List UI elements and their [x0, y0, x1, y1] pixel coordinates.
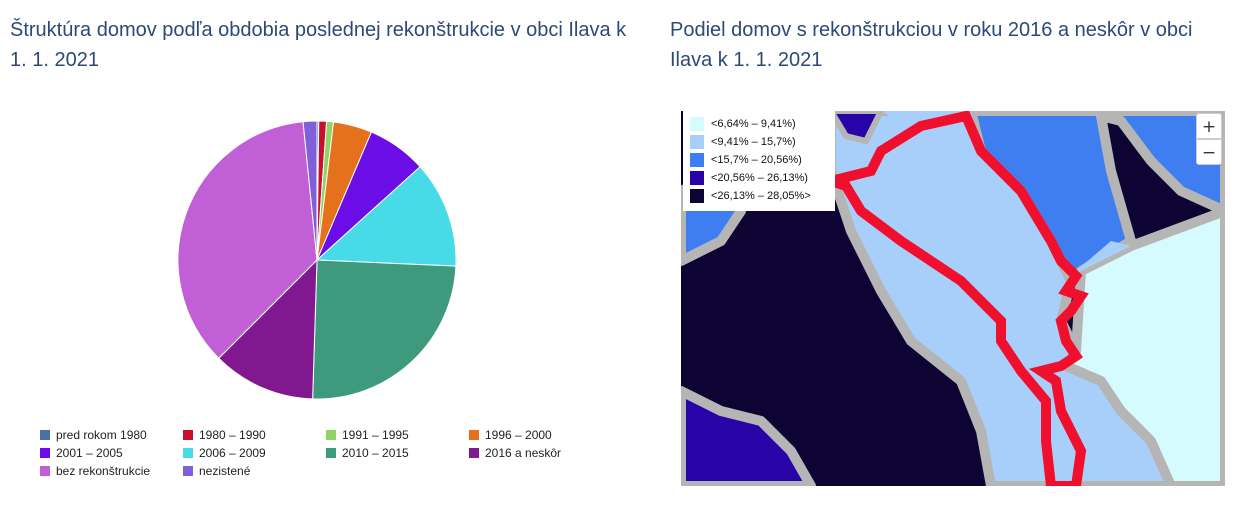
map-legend-item-4: <26,13% – 28,05%> [690, 189, 811, 203]
pie-slice-5[interactable] [315, 166, 457, 267]
pie-slice-7[interactable] [218, 258, 318, 400]
map-legend-swatch [690, 135, 704, 149]
map-highlight-boundary [813, 111, 1089, 486]
map-legend-swatch [690, 189, 704, 203]
legend-label: 2010 – 2015 [342, 446, 409, 460]
legend-label: pred rokom 1980 [56, 428, 147, 442]
map-legend-item-0: <6,64% – 9,41%) [690, 117, 796, 131]
map-legend-label: <6,64% – 9,41%) [711, 118, 796, 130]
map-svg [681, 111, 1225, 486]
map-legend-label: <26,13% – 28,05%> [711, 190, 811, 202]
legend-label: 2016 a neskôr [485, 446, 562, 460]
legend-item-0[interactable]: pred rokom 1980 [40, 426, 147, 444]
pie-slice-6[interactable] [312, 259, 457, 400]
legend-swatch [183, 430, 193, 440]
map-legend-item-1: <9,41% – 15,7%) [690, 135, 796, 149]
map-region-southwest [681, 386, 816, 486]
legend-label: 1991 – 1995 [342, 428, 409, 442]
map-legend-item-2: <15,7% – 20,56%) [690, 153, 802, 167]
legend-item-1[interactable]: 1980 – 1990 [183, 426, 266, 444]
legend-swatch [469, 448, 479, 458]
legend-swatch [40, 466, 50, 476]
map-title: Podiel domov s rekonštrukciou v roku 201… [670, 19, 1193, 71]
map-legend: <6,64% – 9,41%) <9,41% – 15,7%) <15,7% – 2… [683, 111, 835, 211]
legend-swatch [40, 448, 50, 458]
legend-label: 1980 – 1990 [199, 428, 266, 442]
legend-swatch [40, 430, 50, 440]
pie-slice-9[interactable] [302, 120, 318, 261]
legend-item-8[interactable]: bez rekonštrukcie [40, 462, 150, 480]
legend-label: 1996 – 2000 [485, 428, 552, 442]
pie-chart [177, 120, 457, 400]
map-legend-label: <9,41% – 15,7%) [711, 136, 796, 148]
zoom-in-button[interactable]: + [1196, 113, 1222, 139]
legend-label: 2001 – 2005 [56, 446, 123, 460]
map-legend-label: <15,7% – 20,56%) [711, 154, 802, 166]
legend-item-9[interactable]: nezistené [183, 462, 250, 480]
pie-slice-8[interactable] [177, 121, 318, 359]
legend-swatch [326, 448, 336, 458]
map-legend-swatch [690, 171, 704, 185]
map-legend-item-3: <20,56% – 26,13%) [690, 171, 808, 185]
legend-item-3[interactable]: 1996 – 2000 [469, 426, 552, 444]
map-legend-swatch [690, 153, 704, 167]
legend-item-5[interactable]: 2006 – 2009 [183, 444, 266, 462]
zoom-out-button[interactable]: − [1196, 139, 1222, 165]
legend-swatch [469, 430, 479, 440]
legend-label: nezistené [199, 464, 251, 478]
legend-item-2[interactable]: 1991 – 1995 [326, 426, 409, 444]
legend-swatch [183, 448, 193, 458]
legend-swatch [183, 466, 193, 476]
legend-label: 2006 – 2009 [199, 446, 266, 460]
pie-chart-title: Štruktúra domov podľa obdobia poslednej … [10, 19, 627, 71]
map-legend-label: <20,56% – 26,13%) [711, 172, 808, 184]
legend-item-4[interactable]: 2001 – 2005 [40, 444, 123, 462]
legend-swatch [326, 430, 336, 440]
map-region-northwest [827, 111, 885, 145]
legend-label: bez rekonštrukcie [56, 464, 151, 478]
legend-item-7[interactable]: 2016 a neskôr [469, 444, 561, 462]
legend-item-6[interactable]: 2010 – 2015 [326, 444, 409, 462]
map-legend-swatch [690, 117, 704, 131]
